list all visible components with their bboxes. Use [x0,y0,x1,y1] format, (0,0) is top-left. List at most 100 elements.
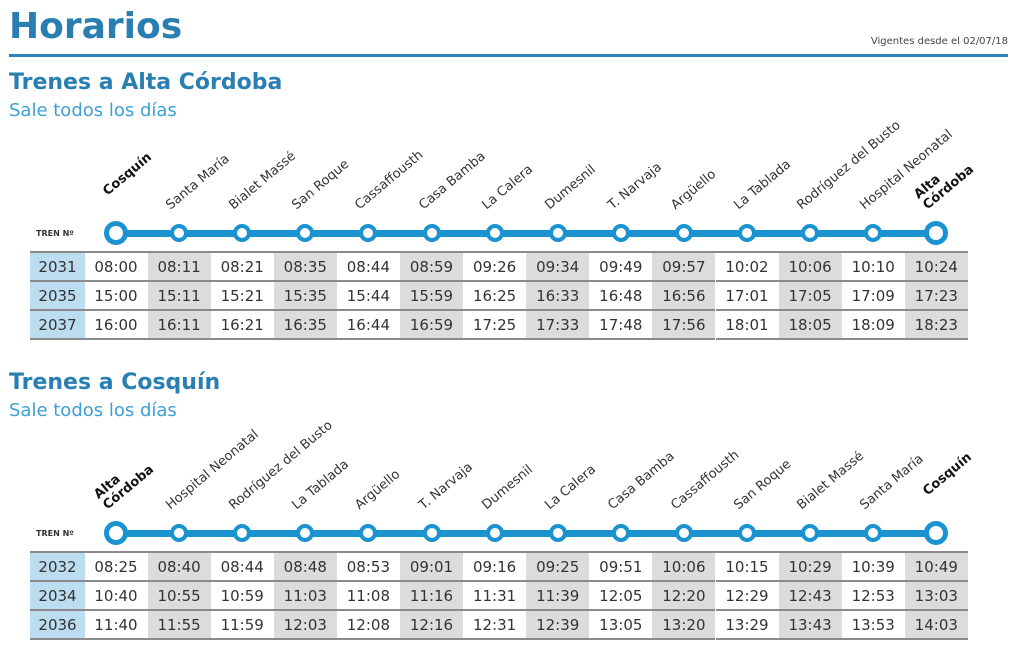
departure-time: 11:03 [273,582,337,611]
station-stop-icon [104,221,128,245]
station-name: Cassaffousth [668,447,743,513]
departure-time: 16:21 [210,311,274,340]
station-name: Cassaffousth [352,147,427,213]
departure-time: 12:03 [273,611,337,640]
departure-time: 15:59 [400,282,463,311]
departure-time: 08:11 [147,253,211,282]
station-stop-icon [359,524,378,542]
station-name: Rodríguez del Busto [794,117,904,213]
departure-time: 17:56 [652,311,716,340]
departure-time: 10:10 [841,253,905,282]
departure-time: 08:44 [336,253,400,282]
departure-time: 16:59 [400,311,463,340]
table-top-rule [30,251,969,253]
departure-time: 10:02 [715,253,779,282]
departure-time: 11:16 [400,582,463,611]
station-stop-icon [738,524,756,542]
table-top-rule [30,551,969,553]
departure-time: 16:25 [463,282,527,311]
train-number-label: TREN Nº [36,529,74,538]
station-stop-icon [548,524,567,542]
departure-time: 18:05 [778,311,842,340]
train-number: 2037 [30,311,85,340]
station-name: La Tablada [731,157,794,213]
departure-time: 12:31 [463,611,527,640]
station-stop-icon [924,221,949,245]
departure-time: 17:09 [841,282,905,311]
departure-time: 12:53 [841,582,905,611]
departure-time: 11:31 [463,582,527,611]
departure-time: 15:00 [84,282,148,311]
header-divider [9,54,1008,57]
departure-time: 12:43 [778,582,842,611]
train-number: 2034 [30,582,85,611]
departure-time: 08:00 [84,253,148,282]
station-stop-icon [548,224,567,242]
station-stop-icon [738,224,756,242]
station-name: La Tablada [289,457,353,513]
departure-time: 15:35 [273,282,337,311]
departure-time: 08:44 [210,553,274,582]
departure-time: 11:59 [210,611,274,640]
departure-time: 16:44 [336,311,400,340]
departure-time: 15:44 [336,282,400,311]
station-stop-icon [296,224,315,242]
station-name: Argüello [668,166,720,213]
station-name: La Calera [478,162,536,213]
departure-time: 09:01 [400,553,463,582]
station-stop-icon [485,224,504,242]
station-stop-icon [801,524,820,542]
departure-time: 09:51 [589,553,653,582]
train-number: 2031 [30,253,85,282]
station-stop-icon [674,524,693,542]
departure-time: 12:08 [336,611,400,640]
valid-from-note: Vigentes desde el 02/07/18 [870,36,1008,47]
departure-time: 13:05 [589,611,653,640]
departure-time: 08:35 [273,253,337,282]
departure-time: 12:05 [589,582,653,611]
station-stop-icon [674,224,693,242]
station-name: Cosquín [920,449,976,499]
departure-time: 10:06 [652,553,716,582]
departure-time: 12:20 [652,582,716,611]
departure-time: 12:29 [715,582,779,611]
departure-time: 12:39 [526,611,590,640]
departure-time: 10:29 [778,553,842,582]
departure-time: 08:59 [400,253,463,282]
departure-time: 09:16 [463,553,527,582]
departure-time: 14:03 [904,611,968,640]
station-name: San Roque [731,456,795,513]
section-subtitle: Sale todos los días [9,400,177,421]
section-subtitle: Sale todos los días [9,100,177,121]
station-stop-icon [864,224,883,242]
departure-time: 13:20 [652,611,716,640]
departure-time: 10:39 [841,553,905,582]
station-stop-icon [924,521,949,545]
departure-time: 10:59 [210,582,274,611]
departure-time: 13:29 [715,611,779,640]
departure-time: 16:35 [273,311,337,340]
departure-time: 17:05 [778,282,842,311]
departure-time: 18:01 [715,311,779,340]
departure-time: 16:00 [84,311,148,340]
station-stop-icon [864,524,883,542]
station-name: Casa Bamba [605,449,678,513]
route-line [116,530,937,537]
station-stop-icon [170,224,189,242]
departure-time: 12:16 [400,611,463,640]
page-title: Horarios [9,6,183,47]
departure-time: 13:53 [841,611,905,640]
station-name: Santa María [163,151,233,213]
train-number: 2035 [30,282,85,311]
departure-time: 17:23 [904,282,968,311]
station-stop-icon [422,524,441,542]
departure-time: 10:55 [147,582,211,611]
station-stop-icon [611,524,630,542]
train-number: 2036 [30,611,85,640]
station-stop-icon [422,224,441,242]
departure-time: 09:49 [589,253,653,282]
departure-time: 15:11 [147,282,211,311]
departure-time: 11:39 [526,582,590,611]
station-stop-icon [611,224,630,242]
